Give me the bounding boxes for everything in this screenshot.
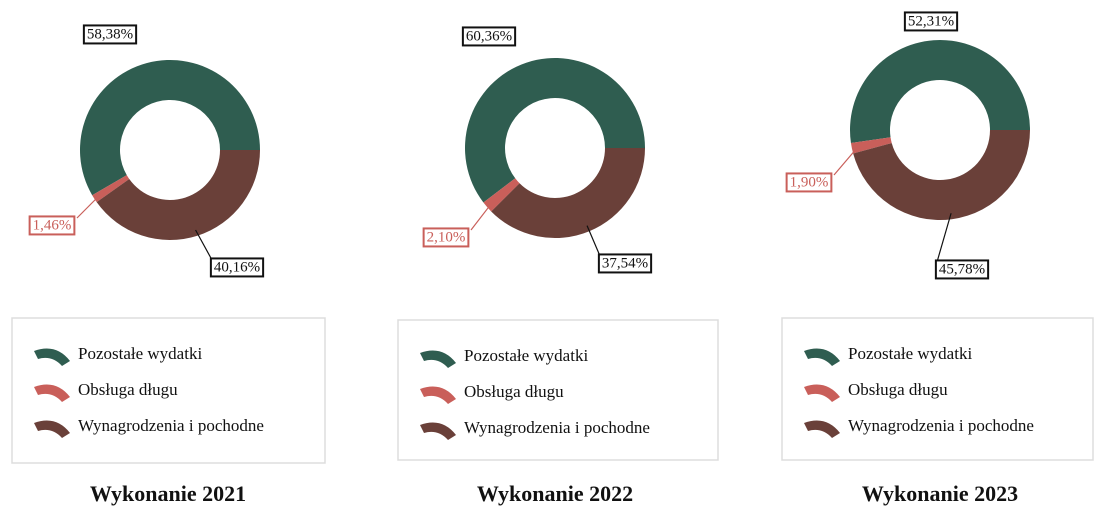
donut-segment: [853, 130, 1030, 221]
legend-label: Pozostałe wydatki: [464, 346, 588, 365]
value-label-box: [82, 24, 138, 45]
leader-line: [936, 213, 952, 263]
value-label: 1,46%: [33, 217, 72, 233]
legend-label: Wynagrodzenia i pochodne: [464, 418, 650, 437]
legend-icon: [420, 350, 456, 368]
legend-icon: [804, 348, 840, 366]
value-label: 58,38%: [87, 26, 133, 42]
donut-segment: [80, 60, 260, 196]
chart-title: Wykonanie 2021: [90, 481, 246, 506]
legend-label: Pozostałe wydatki: [848, 344, 972, 363]
donut-segment: [849, 39, 1030, 144]
legend-label: Wynagrodzenia i pochodne: [848, 416, 1034, 435]
value-label-box: [209, 257, 265, 278]
value-label: 40,16%: [214, 259, 260, 275]
donut-chart: 58,38% 1,46% 40,16% Pozostałe wydatki Obsług…: [11, 24, 326, 506]
value-label-box: [785, 172, 833, 193]
legend-icon: [804, 420, 840, 438]
leader-line: [470, 202, 493, 231]
value-label: 60,36%: [466, 28, 512, 44]
value-label-box: [461, 26, 517, 47]
donut-segment: [483, 178, 520, 212]
donut-chart: 60,36% 2,10% 37,54% Pozostałe wydatki Obsług…: [397, 26, 719, 506]
value-label-box: [28, 215, 76, 236]
leader-line: [195, 229, 213, 261]
value-label: 45,78%: [939, 261, 985, 277]
leader-line: [586, 225, 601, 257]
legend-icon: [804, 384, 840, 402]
legend-box: [11, 317, 326, 464]
donut-segment: [465, 58, 645, 203]
donut-chart: 52,31% 1,90% 45,78% Pozostałe wydatki Obsług…: [781, 11, 1094, 506]
legend-label: Obsługa długu: [78, 380, 178, 399]
leader-line: [76, 195, 100, 219]
value-label-box: [934, 259, 990, 280]
value-label-box: [597, 253, 653, 274]
legend-label: Obsługa długu: [464, 382, 564, 401]
legend-icon: [420, 386, 456, 404]
value-label-box: [903, 11, 959, 32]
leader-line: [833, 146, 859, 176]
legend-label: Wynagrodzenia i pochodne: [78, 416, 264, 435]
legend-label: Pozostałe wydatki: [78, 344, 202, 363]
donut-segment: [850, 137, 892, 154]
legend-icon: [34, 348, 70, 366]
value-label: 52,31%: [908, 13, 954, 29]
donut-segment: [96, 150, 260, 241]
value-label: 37,54%: [602, 255, 648, 271]
donut-segment: [92, 175, 130, 203]
value-label-box: [422, 227, 470, 248]
legend-label: Obsługa długu: [848, 380, 948, 399]
legend-icon: [34, 420, 70, 438]
value-label: 1,90%: [790, 174, 829, 190]
legend-icon: [420, 422, 456, 440]
value-label: 2,10%: [427, 229, 466, 245]
chart-title: Wykonanie 2022: [477, 481, 633, 506]
legend-icon: [34, 384, 70, 402]
chart-title: Wykonanie 2023: [862, 481, 1018, 506]
donut-segment: [491, 148, 645, 239]
